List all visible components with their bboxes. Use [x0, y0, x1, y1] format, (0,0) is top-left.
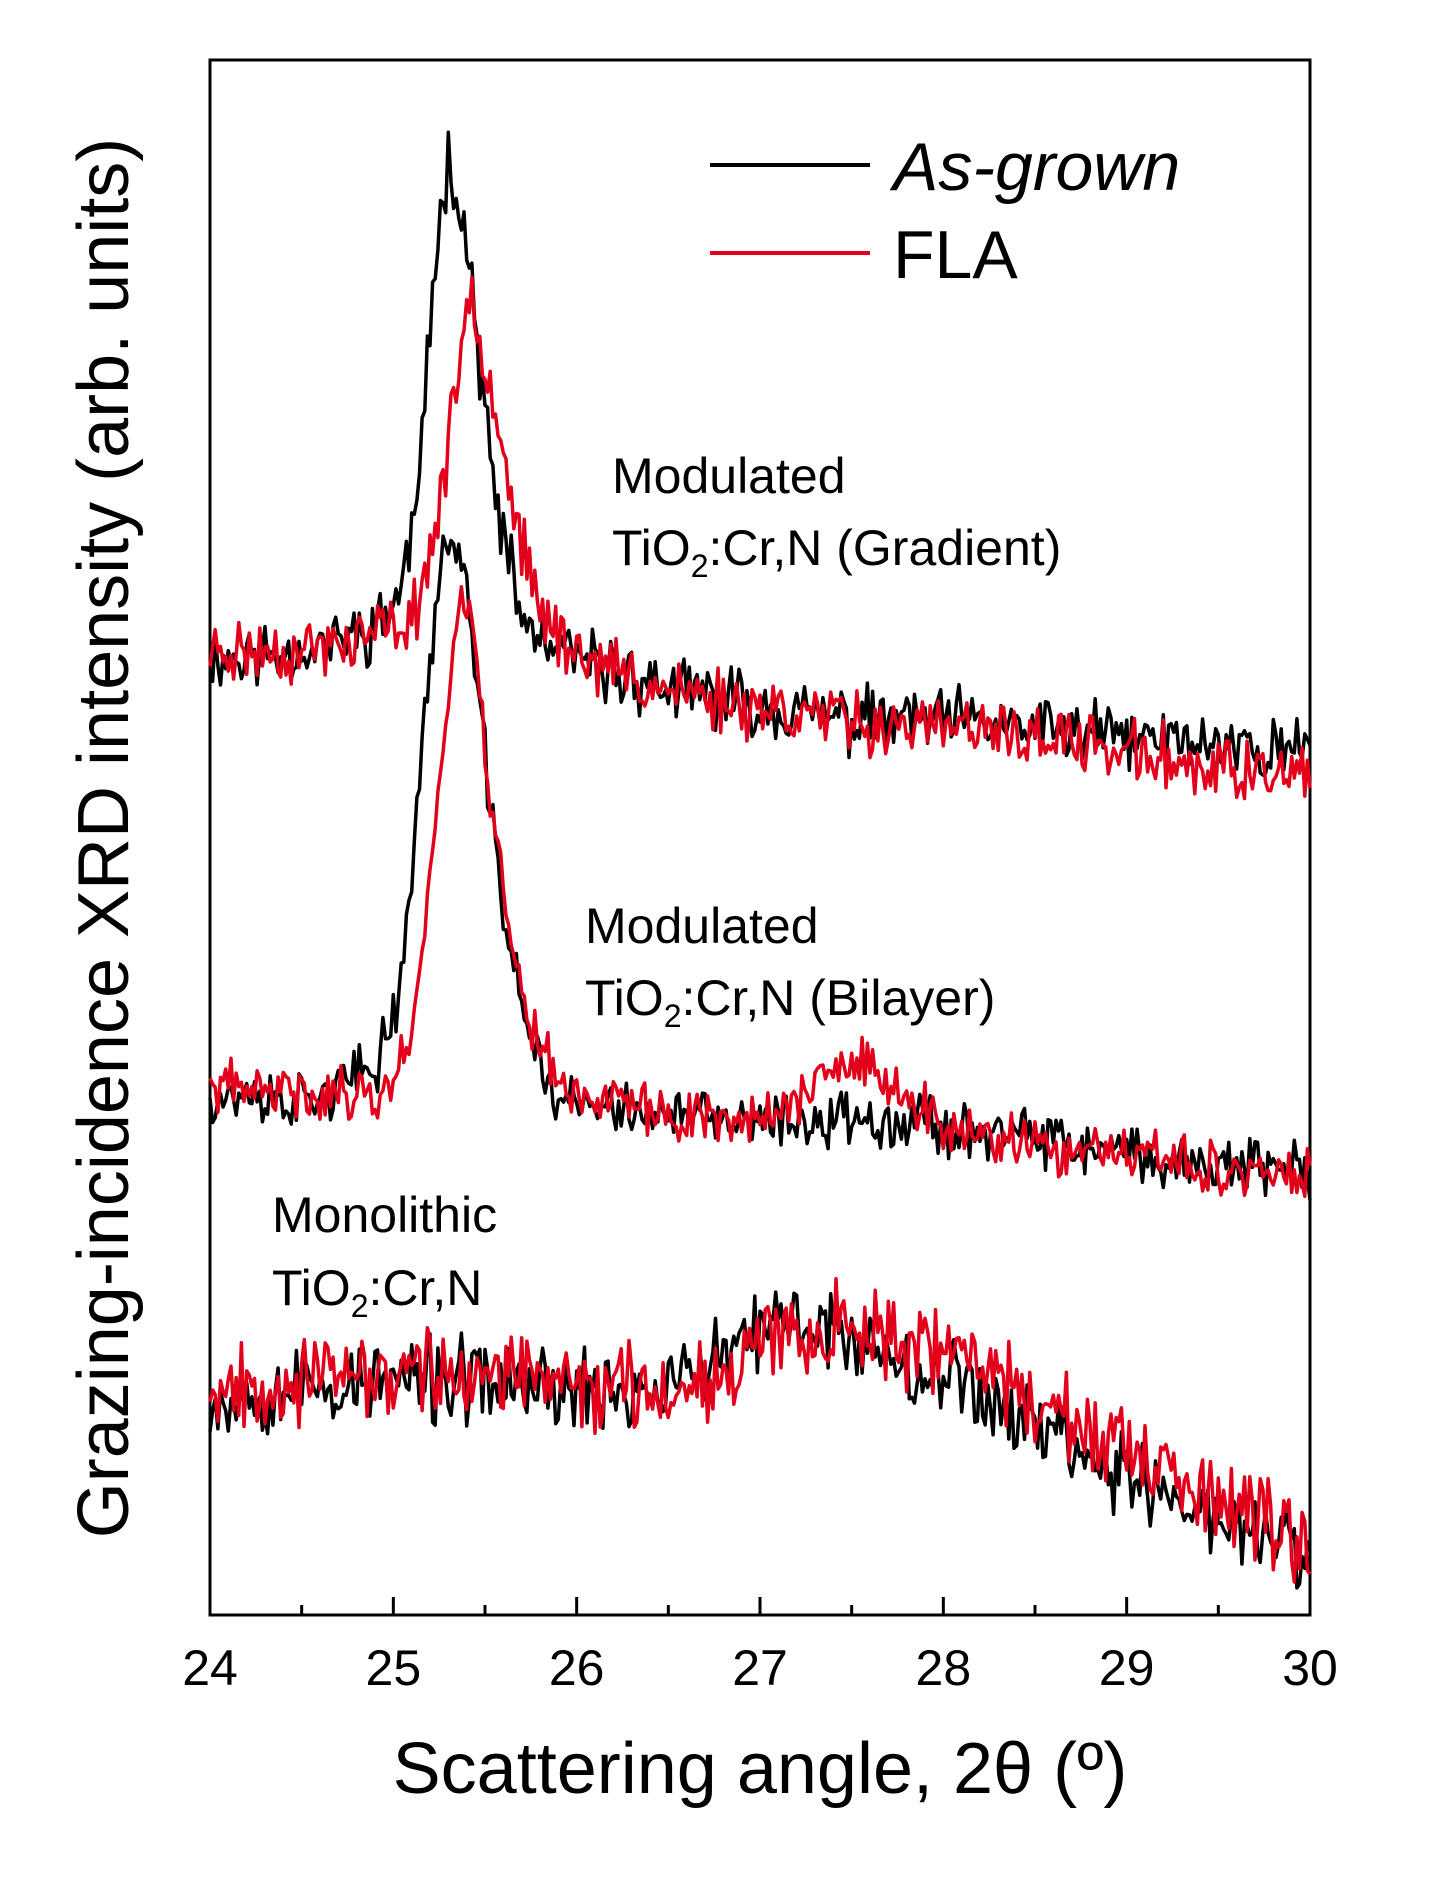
annotation-monolithic-suffix: :Cr,N	[368, 1260, 482, 1316]
x-tick-label-29: 29	[1099, 1640, 1155, 1696]
annotation-gradient-formula: TiO	[612, 520, 691, 576]
annotation-monolithic: Monolithic TiO2:Cr,N	[272, 1187, 497, 1324]
annotation-bilayer: Modulated TiO2:Cr,N (Bilayer)	[585, 898, 995, 1034]
annotation-monolithic-line2: TiO2:Cr,N	[272, 1260, 482, 1324]
legend-label-as-grown: As-grown	[889, 129, 1180, 205]
annotation-gradient-line1: Modulated	[612, 448, 846, 504]
annotation-monolithic-line1: Monolithic	[272, 1187, 497, 1243]
annotation-monolithic-subscript: 2	[351, 1288, 369, 1324]
series-gradient-as-grown	[208, 130, 1312, 777]
x-tick-label-28: 28	[916, 1640, 972, 1696]
x-ticks	[208, 1597, 1312, 1615]
annotation-bilayer-line2: TiO2:Cr,N (Bilayer)	[585, 970, 995, 1034]
annotation-gradient-subscript: 2	[691, 548, 709, 584]
x-tick-label-25: 25	[366, 1640, 422, 1696]
annotation-monolithic-formula: TiO	[272, 1260, 351, 1316]
x-tick-labels: 24 25 26 27 28 29 30	[182, 1640, 1338, 1696]
series-layer	[208, 130, 1312, 1590]
annotation-bilayer-suffix: :Cr,N (Bilayer)	[681, 970, 995, 1026]
series-monolithic-fla	[208, 1277, 1312, 1584]
x-tick-label-26: 26	[549, 1640, 605, 1696]
annotation-gradient-line2: TiO2:Cr,N (Gradient)	[612, 520, 1061, 584]
series-gradient-fla	[208, 275, 1312, 801]
x-axis-label: Scattering angle, 2θ (º)	[393, 1729, 1128, 1809]
x-tick-label-24: 24	[182, 1640, 238, 1696]
y-axis-label: Grazing-incidence XRD intensity (arb. un…	[64, 138, 144, 1539]
annotation-bilayer-formula: TiO	[585, 970, 664, 1026]
x-tick-label-27: 27	[732, 1640, 788, 1696]
annotation-bilayer-line1: Modulated	[585, 898, 819, 954]
legend: As-grown FLA	[710, 129, 1180, 293]
annotation-bilayer-subscript: 2	[664, 998, 682, 1034]
annotation-gradient: Modulated TiO2:Cr,N (Gradient)	[612, 448, 1061, 584]
legend-label-fla: FLA	[893, 217, 1018, 293]
series-bilayer-fla	[208, 584, 1312, 1199]
annotation-gradient-suffix: :Cr,N (Gradient)	[708, 520, 1061, 576]
x-tick-label-30: 30	[1282, 1640, 1338, 1696]
series-bilayer-as-grown	[208, 534, 1312, 1201]
